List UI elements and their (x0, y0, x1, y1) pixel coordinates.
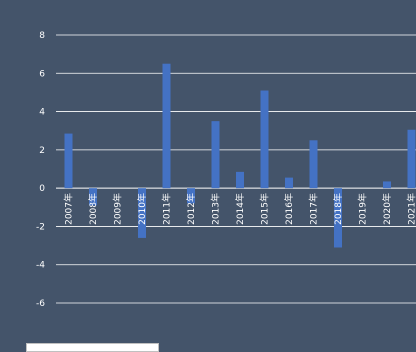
bar-2013年 (212, 121, 220, 188)
x-tick-label: 2009年 (112, 193, 124, 225)
x-tick-label: 2016年 (283, 193, 295, 225)
x-tick-label: 2014年 (234, 193, 246, 225)
x-tick-label: 2015年 (259, 193, 271, 225)
bar-2020年 (383, 181, 391, 188)
x-tick-label: 2017年 (308, 193, 320, 225)
bar-2011年 (163, 64, 171, 188)
x-tick-label: 2013年 (210, 193, 222, 225)
bar-2015年 (261, 91, 269, 189)
y-tick-label: 0 (39, 184, 45, 194)
x-tick-label: 2018年 (332, 193, 344, 225)
bar-2014年 (236, 172, 244, 188)
bar-2021年 (408, 130, 416, 188)
y-axis-ticks: 8 6 4 2 0 -2 -4 -6 (36, 31, 45, 309)
y-tick-label: -4 (36, 261, 45, 271)
bar-2007年 (65, 134, 73, 189)
x-tick-label: 2019年 (357, 193, 369, 225)
x-tick-label: 2021年 (406, 193, 416, 225)
x-tick-label: 2010年 (136, 193, 148, 225)
y-tick-label: -2 (36, 222, 45, 232)
x-tick-label: 2012年 (185, 193, 197, 225)
y-tick-label: 6 (39, 69, 45, 79)
y-tick-label: 2 (39, 146, 45, 156)
bottom-strip (26, 343, 159, 352)
gridlines (56, 35, 416, 303)
bar-2016年 (285, 178, 293, 189)
y-tick-label: -6 (36, 299, 45, 309)
x-tick-label: 2011年 (161, 193, 173, 225)
x-tick-label: 2020年 (381, 193, 393, 225)
y-tick-label: 4 (39, 108, 45, 118)
x-tick-label: 2007年 (63, 193, 75, 225)
y-tick-label: 8 (39, 31, 45, 41)
x-axis-ticks: 2007年 2008年 2009年 2010年 2011年 2012年 2013年 2014年… (63, 193, 416, 225)
x-tick-label: 2008年 (87, 193, 99, 225)
bar-2017年 (310, 140, 318, 188)
